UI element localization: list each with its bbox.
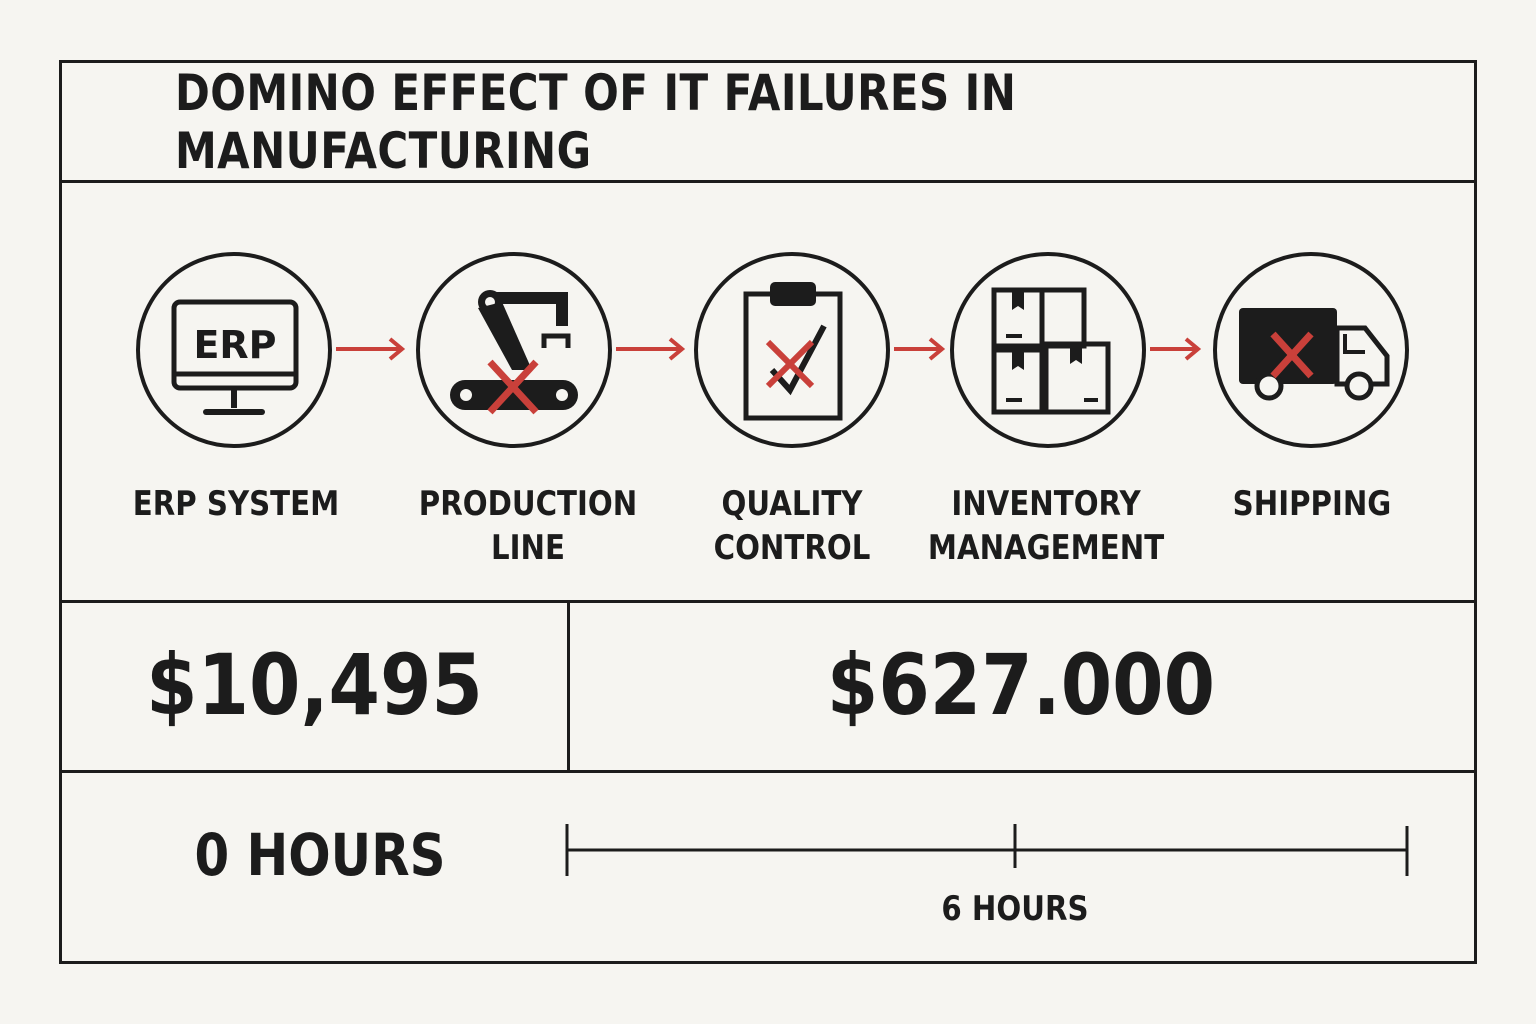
arrow-right-icon [334,336,408,362]
step-label-inventory-management: INVENTORY MANAGEMENT [927,484,1165,568]
step-label-shipping: SHIPPING [1232,484,1392,524]
cost-value-left: $10,495 [146,636,483,734]
divider [567,603,570,770]
cost-value-right: $627.000 [826,636,1216,734]
clipboard-icon [694,252,890,448]
timeline-axis [564,820,1412,884]
timeline-start-label: 0 HOURS [194,821,446,889]
divider [62,180,1474,183]
step-label-production-line: PRODUCTION LINE [418,484,638,568]
robotic-arm-icon [416,252,612,448]
step-label-quality-control: QUALITY CONTROL [713,484,871,568]
timeline-mid-label: 6 HOURS [941,889,1089,929]
erp-monitor-icon: ERP [136,252,332,448]
infographic-frame: DOMINO EFFECT OF IT FAILURES IN MANUFACT… [59,60,1477,964]
erp-icon-text: ERP [193,323,276,367]
page-title: DOMINO EFFECT OF IT FAILURES IN MANUFACT… [174,64,1017,180]
step-label-erp: ERP SYSTEM [132,484,340,524]
truck-icon [1213,252,1409,448]
arrow-right-icon [614,336,688,362]
boxes-icon [950,252,1146,448]
divider [62,600,1474,603]
divider [62,770,1474,773]
arrow-right-icon [1148,336,1204,362]
arrow-right-icon [892,336,948,362]
